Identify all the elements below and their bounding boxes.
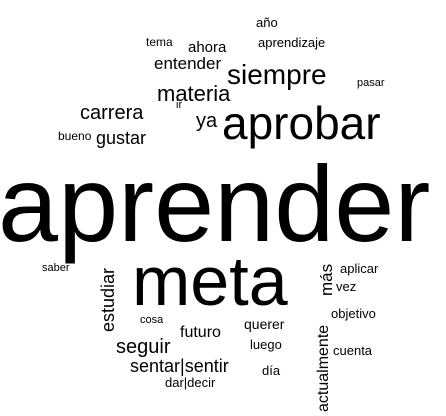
word: luego [250,337,282,352]
word: bueno [58,129,92,143]
word: ahora [188,39,227,56]
word: aprendizaje [258,35,325,50]
word: vez [336,279,356,294]
word: año [256,15,278,30]
word: saber [42,262,70,274]
word: aprender [0,143,430,264]
word: futuro [180,324,221,341]
word: carrera [80,102,144,124]
word: querer [244,316,285,332]
word: materia [157,81,231,106]
word: pasar [357,77,385,89]
word: ir [176,99,182,111]
word: siempre [227,59,327,90]
word: actualmente [315,325,332,412]
word: ya [196,110,218,132]
word: aprobar [222,97,381,149]
word: entender [154,54,221,73]
word: tema [146,35,173,49]
word: gustar [96,128,146,148]
word: dar|decir [165,375,216,390]
word: día [262,363,281,378]
word: meta [132,242,288,320]
word: cosa [140,314,164,326]
word: cuenta [333,343,373,358]
word: sentar|sentir [130,356,229,376]
word: objetivo [331,306,376,321]
word: aplicar [340,261,379,276]
word: seguir [116,336,171,358]
word: más [317,264,336,296]
word: estudiar [98,268,118,332]
